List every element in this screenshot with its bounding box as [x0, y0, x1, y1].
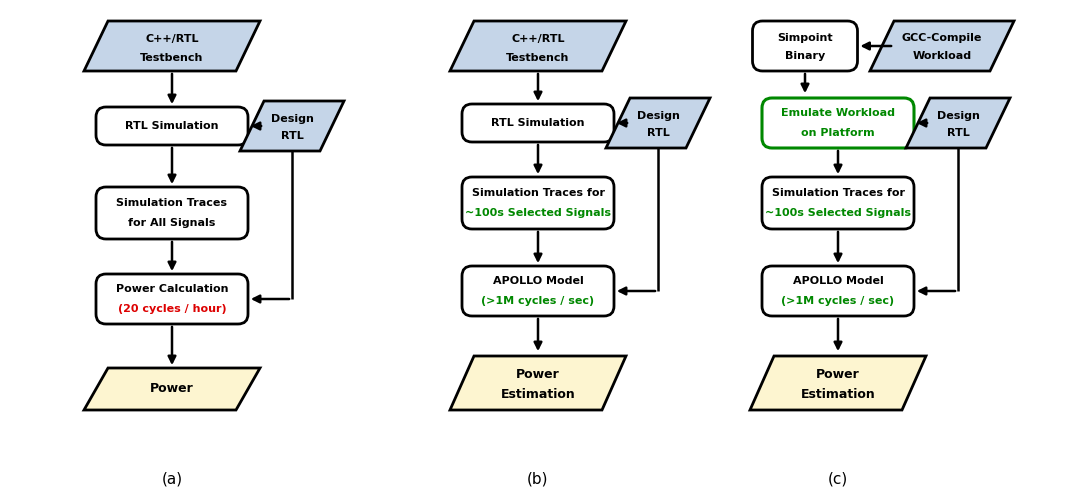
- Text: for All Signals: for All Signals: [129, 218, 216, 228]
- FancyBboxPatch shape: [762, 266, 914, 316]
- Text: RTL: RTL: [281, 131, 303, 141]
- FancyBboxPatch shape: [462, 266, 615, 316]
- Text: ~100s Selected Signals: ~100s Selected Signals: [465, 208, 611, 218]
- Text: Simulation Traces for: Simulation Traces for: [472, 188, 605, 198]
- Text: RTL Simulation: RTL Simulation: [125, 121, 219, 131]
- Text: C++/RTL: C++/RTL: [145, 34, 199, 44]
- Text: APOLLO Model: APOLLO Model: [793, 276, 883, 286]
- Text: on Platform: on Platform: [801, 128, 875, 138]
- Text: Emulate Workload: Emulate Workload: [781, 108, 895, 118]
- FancyBboxPatch shape: [462, 177, 615, 229]
- Text: Workload: Workload: [913, 51, 972, 61]
- Text: Design: Design: [936, 111, 980, 121]
- Text: Testbench: Testbench: [140, 53, 204, 63]
- Polygon shape: [450, 356, 626, 410]
- Text: Estimation: Estimation: [501, 388, 576, 401]
- Text: Power: Power: [816, 369, 860, 381]
- Text: (b): (b): [527, 471, 549, 486]
- Text: (>1M cycles / sec): (>1M cycles / sec): [782, 296, 894, 306]
- Text: Simulation Traces for: Simulation Traces for: [771, 188, 905, 198]
- Polygon shape: [450, 21, 626, 71]
- Polygon shape: [870, 21, 1014, 71]
- Text: RTL: RTL: [947, 128, 970, 138]
- Text: Power: Power: [150, 382, 194, 395]
- Text: (>1M cycles / sec): (>1M cycles / sec): [482, 296, 595, 306]
- Polygon shape: [606, 98, 710, 148]
- FancyBboxPatch shape: [96, 187, 248, 239]
- Text: APOLLO Model: APOLLO Model: [492, 276, 583, 286]
- Text: Design: Design: [636, 111, 679, 121]
- Text: (20 cycles / hour): (20 cycles / hour): [118, 304, 227, 314]
- Text: Testbench: Testbench: [507, 53, 569, 63]
- FancyBboxPatch shape: [762, 177, 914, 229]
- Text: RTL: RTL: [647, 128, 670, 138]
- Text: Power Calculation: Power Calculation: [116, 284, 228, 294]
- Text: (a): (a): [161, 471, 183, 486]
- Polygon shape: [906, 98, 1010, 148]
- Polygon shape: [84, 21, 260, 71]
- FancyBboxPatch shape: [96, 107, 248, 145]
- Text: GCC-Compile: GCC-Compile: [902, 33, 982, 43]
- FancyBboxPatch shape: [462, 104, 615, 142]
- FancyBboxPatch shape: [96, 274, 248, 324]
- Text: ~100s Selected Signals: ~100s Selected Signals: [765, 208, 912, 218]
- Polygon shape: [240, 101, 345, 151]
- Text: Simpoint: Simpoint: [778, 33, 833, 43]
- Text: Estimation: Estimation: [800, 388, 876, 401]
- FancyBboxPatch shape: [762, 98, 914, 148]
- Text: RTL Simulation: RTL Simulation: [491, 118, 584, 128]
- FancyBboxPatch shape: [753, 21, 858, 71]
- Polygon shape: [750, 356, 926, 410]
- Text: Power: Power: [516, 369, 559, 381]
- Text: C++/RTL: C++/RTL: [511, 34, 565, 44]
- Text: Design: Design: [271, 114, 313, 124]
- Polygon shape: [84, 368, 260, 410]
- Text: Binary: Binary: [785, 51, 825, 61]
- Text: Simulation Traces: Simulation Traces: [117, 198, 228, 208]
- Text: (c): (c): [828, 471, 848, 486]
